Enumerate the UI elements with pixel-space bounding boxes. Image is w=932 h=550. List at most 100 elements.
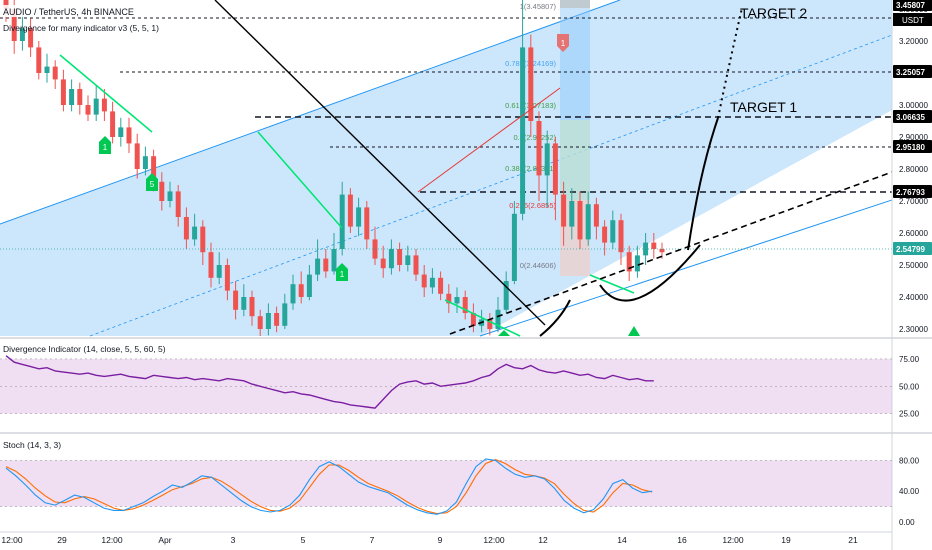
candle-body (93, 98, 99, 115)
price-tick: 2.60000 (899, 229, 928, 238)
candle-body (405, 255, 411, 265)
rsi-line (5, 355, 654, 409)
channel-fill (0, 0, 892, 336)
marker-shape (99, 136, 111, 154)
candle-body (52, 66, 58, 80)
candle-body (495, 309, 501, 329)
time-tick: 9 (438, 535, 443, 545)
time-tick: 16 (677, 535, 687, 545)
symbol-title: AUDIO / TetherUS, 4h BINANCE (3, 7, 134, 17)
marker-shape (336, 263, 348, 281)
price-label: 2.95180 (896, 143, 925, 152)
channel-upper-line (0, 0, 621, 225)
candle-body (347, 194, 353, 227)
candle-body (651, 242, 657, 249)
ascending-support-line (449, 171, 893, 335)
divergence-line (59, 54, 153, 133)
price-label: 2.54799 (896, 245, 925, 254)
candle-body (659, 249, 665, 253)
price-label-box (893, 110, 932, 123)
price-label: 3.45807 (896, 1, 925, 10)
candle-body (69, 89, 75, 105)
fib-label: 0.5(2.95252) (513, 133, 556, 142)
candle-body (331, 249, 337, 272)
candle-body (626, 252, 632, 272)
marker-label: 5 (150, 180, 155, 189)
candle-body (216, 265, 222, 278)
divergence-line (257, 131, 343, 229)
candle-body (520, 47, 526, 214)
candle-body (11, 9, 17, 41)
candle-body (536, 121, 542, 176)
candle-body (528, 47, 534, 121)
time-tick: 12:00 (1, 535, 23, 545)
price-label: 3.06635 (896, 113, 925, 122)
candle-body (380, 258, 386, 269)
candle-body (298, 284, 304, 297)
candle-body (101, 98, 107, 112)
marker-label: 1 (103, 143, 108, 152)
stoch-tick: 80.00 (899, 456, 920, 465)
candle-body (85, 105, 91, 115)
time-tick: 3 (231, 535, 236, 545)
candle-body (224, 265, 230, 291)
candle-body (77, 89, 83, 105)
candle-body (241, 297, 247, 310)
candle-body (446, 293, 452, 304)
projection-target2-path (717, 7, 743, 119)
candle-body (462, 297, 468, 313)
buy-signal-marker-partial (498, 330, 510, 336)
candle-body (60, 79, 66, 105)
candle-body (364, 207, 370, 240)
candle-body (487, 319, 493, 329)
candle-body (183, 217, 189, 240)
indicator-title: Divergence for many indicator v3 (5, 5, … (3, 23, 159, 33)
time-tick: 19 (781, 535, 791, 545)
candle-body (356, 207, 362, 227)
candle-body (36, 47, 42, 73)
price-tick: 2.70000 (899, 197, 928, 206)
candle-body (339, 194, 345, 249)
candle-body (561, 194, 567, 227)
time-tick: Apr (158, 535, 171, 545)
candle-body (274, 313, 280, 326)
channel-mid-line (89, 34, 893, 337)
currency-label: USDT (902, 16, 924, 25)
price-label: 2.76793 (896, 188, 925, 197)
candle-body (110, 111, 116, 137)
price-label-box (893, 65, 932, 78)
projection-curve-2 (599, 244, 701, 302)
marker-label: 1 (340, 270, 345, 279)
time-tick: 29 (57, 535, 67, 545)
price-tick: 2.90000 (899, 133, 928, 142)
stoch-tick: 0.00 (899, 518, 915, 527)
candle-body (413, 255, 419, 275)
time-tick: 12:00 (722, 535, 744, 545)
candle-body (315, 258, 321, 275)
candle-body (3, 0, 9, 9)
rsi-tick: 25.00 (899, 410, 920, 419)
candle-body (306, 274, 312, 297)
candle-body (142, 156, 148, 169)
marker-shape (146, 173, 158, 191)
channel-lower-line (479, 199, 893, 337)
rsi-title: Divergence Indicator (14, close, 5, 5, 6… (3, 344, 166, 354)
divergence-line (444, 299, 521, 337)
time-tick: 7 (370, 535, 375, 545)
currency-box (893, 13, 932, 26)
price-tick: 3.20000 (899, 37, 928, 46)
projection-curve-1 (539, 299, 571, 337)
buy-signal-marker-partial (628, 326, 640, 336)
target-1-label: TARGET 1 (730, 99, 797, 115)
candle-body (282, 303, 288, 326)
fib-label: 0(2.44606) (520, 261, 557, 270)
candle-body (175, 191, 181, 217)
candle-body (118, 127, 124, 137)
price-tick: 2.30000 (899, 325, 928, 334)
candle-body (249, 297, 255, 317)
stoch-k-line (5, 458, 653, 515)
candle-body (454, 297, 460, 304)
candle-body (602, 226, 608, 243)
candle-body (610, 220, 616, 243)
